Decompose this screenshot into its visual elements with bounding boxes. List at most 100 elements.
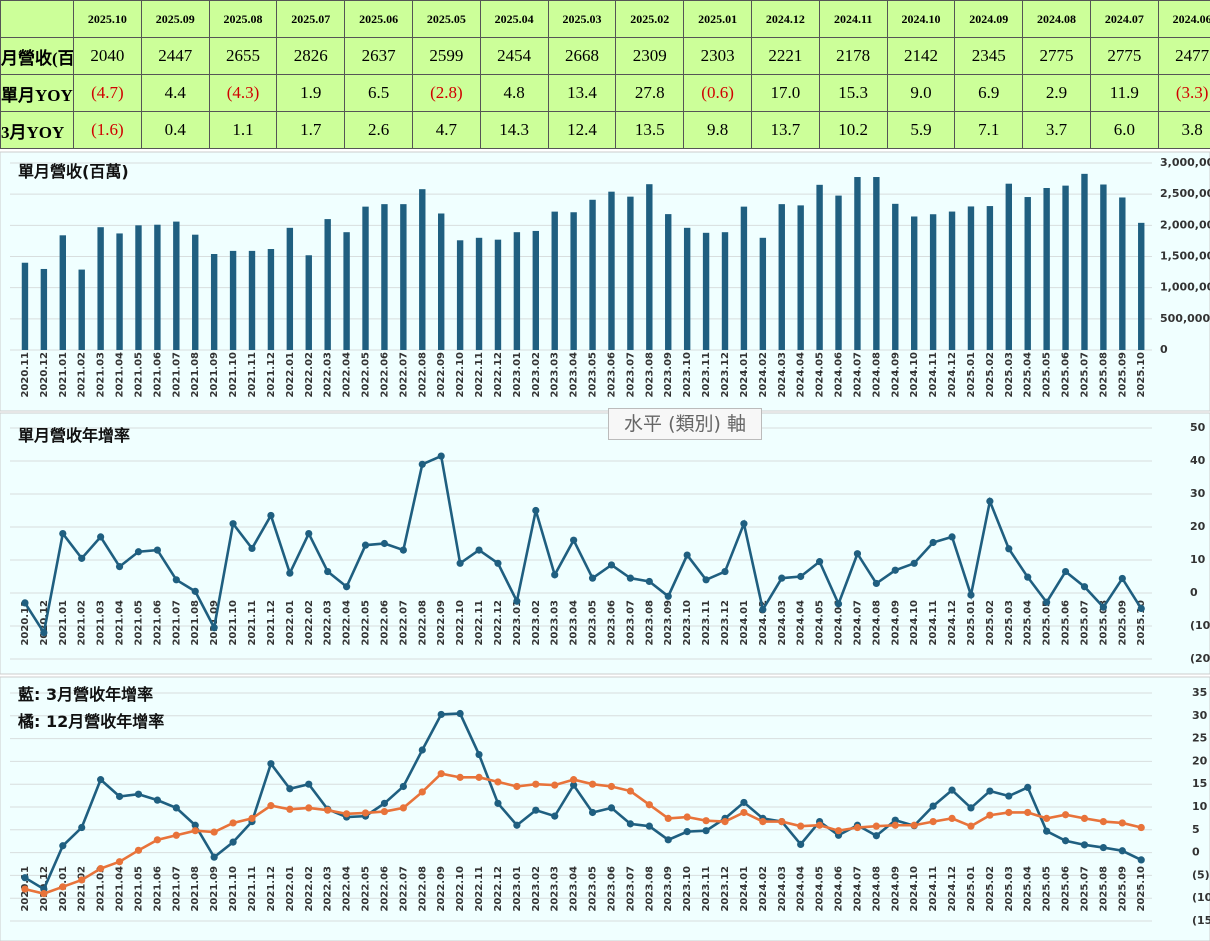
point xyxy=(910,559,918,567)
x-tick-label: 2025.03 xyxy=(1004,352,1015,398)
x-tick-label: 2024.10 xyxy=(909,352,920,398)
x-tick-label: 2021.07 xyxy=(171,866,182,912)
point xyxy=(343,583,351,591)
table-cell: 13.5 xyxy=(615,111,685,149)
x-tick-label: 2023.08 xyxy=(644,600,655,646)
table-cell: 9.0 xyxy=(886,74,956,112)
x-tick-label: 2022.12 xyxy=(493,600,504,646)
y-tick-label: (20) xyxy=(1190,652,1210,665)
point xyxy=(929,538,937,547)
point xyxy=(588,574,597,582)
x-tick-label: 2023.02 xyxy=(531,866,542,912)
x-tick-label: 2024.11 xyxy=(928,600,939,646)
point xyxy=(475,773,483,781)
point xyxy=(1043,814,1051,823)
point xyxy=(948,533,956,541)
x-tick-label: 2022.05 xyxy=(361,600,372,646)
table-cell: 2447 xyxy=(140,37,210,75)
header-cell: 2024.11 xyxy=(818,0,888,38)
table-cell: (2.8) xyxy=(411,74,481,112)
point xyxy=(475,546,483,554)
y-tick-label: 15 xyxy=(1192,777,1207,790)
point xyxy=(248,814,256,823)
x-tick-label: 2021.06 xyxy=(152,352,163,398)
bar xyxy=(1062,185,1069,350)
y-tick-label: (10) xyxy=(1190,619,1210,632)
table-cell: (4.7) xyxy=(73,74,142,112)
point xyxy=(967,591,975,599)
point xyxy=(759,817,767,826)
y-tick-label: 0 xyxy=(1190,586,1198,599)
y-tick-label: 20 xyxy=(1192,754,1208,767)
table-cell: 2454 xyxy=(479,37,549,75)
point xyxy=(872,579,880,588)
point xyxy=(191,827,199,835)
bar xyxy=(362,206,369,350)
point xyxy=(153,836,161,844)
bar xyxy=(419,189,426,350)
x-tick-label: 2021.03 xyxy=(96,866,107,912)
bar xyxy=(929,214,937,350)
x-tick-label: 2020.11 xyxy=(20,352,31,398)
x-tick-label: 2022.03 xyxy=(323,352,334,398)
x-tick-label: 2023.09 xyxy=(663,352,674,398)
point xyxy=(1024,573,1032,581)
x-tick-label: 2021.08 xyxy=(190,866,201,912)
x-tick-label: 2023.12 xyxy=(720,600,731,646)
point xyxy=(380,799,389,807)
x-tick-label: 2025.08 xyxy=(1098,866,1109,912)
header-cell: 2024.07 xyxy=(1089,0,1159,38)
point xyxy=(853,550,862,558)
header-row: 2025.10 2025.09 2025.08 2025.07 2025.06 2025.… xyxy=(0,0,1210,38)
x-tick-label: 2023.08 xyxy=(644,866,655,912)
x-tick-label: 2022.06 xyxy=(379,600,390,646)
table-row: 3月YOY (1.6) 0.4 1.1 1.7 2.6 4.7 14.3 12.4 13.5 9.8… xyxy=(0,111,1210,149)
x-tick-label: 2021.05 xyxy=(133,600,144,646)
table-cell: 2775 xyxy=(1089,37,1159,75)
header-cell: 2025.07 xyxy=(276,0,346,38)
bar xyxy=(381,204,388,350)
point xyxy=(1043,598,1051,606)
point xyxy=(645,801,653,809)
x-tick-label: 2025.10 xyxy=(1136,866,1147,912)
bar xyxy=(721,232,729,350)
header-cell: 2025.04 xyxy=(479,0,549,38)
table-cell: 15.3 xyxy=(818,74,888,112)
point xyxy=(418,746,426,754)
x-tick-label: 2022.12 xyxy=(493,352,504,398)
table-cell: 2637 xyxy=(344,37,413,75)
x-tick-label: 2025.06 xyxy=(1061,600,1072,646)
point xyxy=(134,548,143,556)
point xyxy=(740,808,748,817)
y-tick-label: 20 xyxy=(1190,520,1206,533)
point xyxy=(475,750,483,759)
x-tick-label: 2022.08 xyxy=(417,866,428,912)
point xyxy=(115,792,124,801)
series-line xyxy=(23,454,1143,637)
x-tick-label: 2021.11 xyxy=(247,866,258,912)
bar xyxy=(135,225,142,350)
point xyxy=(229,819,237,827)
legend-label: 橘: 12月營收年增率 xyxy=(17,712,164,731)
point xyxy=(1118,574,1126,583)
x-tick-label: 2023.12 xyxy=(720,866,731,912)
table-cell: 2668 xyxy=(547,37,617,75)
x-tick-label: 2022.08 xyxy=(417,600,428,646)
table-row: 單月YOY (4.7) 4.4 (4.3) 1.9 6.5 (2.8) 4.8 13.4 27.8… xyxy=(0,74,1210,112)
point xyxy=(532,780,540,788)
table-cell: 4.7 xyxy=(411,111,481,149)
bar xyxy=(248,250,256,350)
x-tick-label: 2025.07 xyxy=(1079,600,1090,646)
x-tick-label: 2020.12 xyxy=(39,352,50,398)
x-tick-label: 2024.03 xyxy=(777,352,788,398)
point xyxy=(267,760,275,768)
point xyxy=(1080,814,1089,823)
point xyxy=(267,511,275,520)
table-cell: 11.9 xyxy=(1089,74,1159,112)
x-tick-label: 2022.05 xyxy=(361,866,372,912)
y-tick-label: 50 xyxy=(1190,421,1206,434)
point xyxy=(115,563,124,571)
point xyxy=(305,530,313,538)
x-tick-label: 2025.02 xyxy=(985,600,996,646)
